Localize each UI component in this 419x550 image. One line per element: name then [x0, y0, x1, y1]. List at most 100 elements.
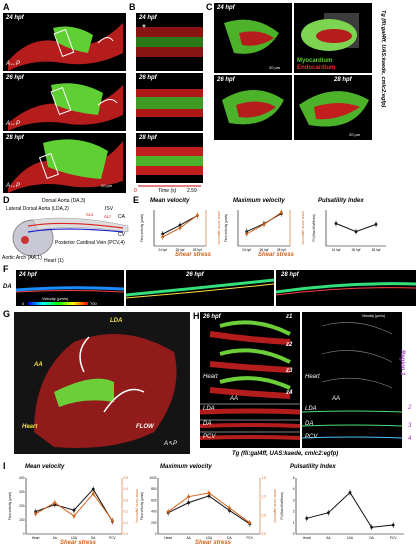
y2-tick-label: 0.5 [262, 513, 267, 517]
legend-endocardium: Endocardium [297, 65, 336, 71]
e-shear-label: Shear stress [175, 252, 212, 258]
series-line [167, 495, 251, 525]
scale-bar-label: 20 µm [349, 132, 361, 137]
y2-tick-label: 0.2 [124, 510, 129, 514]
kymograph-24hpf: 24 hpf * [136, 13, 203, 71]
stage-label: 24 hpf [6, 15, 24, 21]
y2-tick-label: 1.5 [262, 476, 267, 480]
e-mean-title: Mean velocity [150, 198, 190, 204]
y-axis-label: Flow velocity (µm/s) [224, 214, 228, 242]
h-region-2: 2 [408, 405, 412, 411]
stage-label: 26 hpf [6, 75, 24, 81]
heart-render [224, 19, 279, 54]
embryo-schematic [12, 217, 129, 257]
y-tick-label: 800 [151, 487, 157, 491]
chart-i-pi: Heart AA LDA DA PCV 0 1 2 3 4 5 PI (Max-Min/Mean) [280, 476, 404, 540]
axis-label: A↔P [6, 183, 21, 189]
stage-label: 28 hpf [6, 135, 24, 141]
velocity-min: 0 [22, 301, 25, 306]
y-tick-label: 2 [293, 510, 295, 514]
data-point [195, 214, 199, 217]
render-24hpf: 24 hpf 20 µm [214, 3, 292, 73]
y2-axis-label: Shear stress (dyne/cm²) [217, 211, 220, 245]
g-heart-label: Heart [22, 424, 38, 430]
data-point [53, 501, 57, 505]
x-tick-label: 24 hpf [158, 248, 167, 252]
panel-label-c: C [206, 2, 213, 12]
panel-label-a: A [3, 2, 10, 12]
series-line [306, 491, 394, 528]
y-tick-label: 0 [155, 532, 157, 536]
y-tick-label: 4 [293, 487, 295, 491]
render-28hpf: 28 hpf 20 µm [294, 75, 372, 140]
y-tick-label: 400 [151, 510, 157, 514]
y-tick-label: 200 [151, 521, 157, 525]
chart-i-mean: Heart AA LDA DA PCV 0 100 200 300 400 0.0 0.1 0.2 0.3… [8, 476, 138, 540]
x-tick-label: DA [227, 536, 232, 540]
stage-label: 24 hpf [217, 5, 235, 11]
data-point [111, 519, 114, 522]
h-z3: z3 [286, 368, 293, 374]
y-tick-label: 1 [293, 521, 295, 525]
panel-label-f: F [3, 264, 9, 274]
y-tick-label: 100 [19, 518, 25, 522]
f-28hpf: 28 hpf [276, 270, 416, 306]
data-point [72, 514, 76, 518]
g-axis-label: A↖P [164, 441, 178, 447]
x-tick-label: 28 hpf [193, 248, 202, 252]
h-z1: z1 [286, 314, 293, 320]
h-lda-2: LDA [305, 406, 317, 412]
kymograph-26hpf: 26 hpf [136, 73, 203, 131]
panel-label-e: E [133, 195, 140, 205]
data-point [248, 521, 252, 525]
i-max-title: Maximum velocity [160, 464, 212, 470]
data-point [279, 211, 283, 214]
stage-label: 26 hpf [217, 77, 235, 83]
data-point [228, 506, 231, 510]
data-point [187, 495, 190, 499]
panel-a-24hpf: 24 hpf A↔P [3, 13, 126, 71]
vasculature-render [34, 334, 177, 448]
heart-tube-image [8, 23, 123, 71]
heart-schematic [301, 13, 359, 51]
transgenic-label: Tg (fli:gal4ff, UAS:kaede, cmlc2:egfp) [380, 10, 386, 108]
kymograph-28hpf: 28 hpf [136, 133, 203, 183]
h-heart-2: Heart [305, 374, 320, 380]
y-tick-label: 0 [23, 532, 25, 536]
x-tick-label: 28 hpf [372, 248, 381, 252]
y-tick-label: 300 [19, 490, 25, 494]
y-tick-label: 1000 [149, 476, 156, 480]
chart-e-pi: 24 hpf 26 hpf 28 hpf PI (Max-Min/Mean) [312, 210, 386, 252]
data-point [305, 516, 309, 520]
y-axis-label: Flow velocity (µm/s) [140, 492, 144, 520]
data-point [245, 232, 249, 236]
g-3d-render: LDA AA Heart FLOW A↖P [14, 312, 190, 454]
y2-tick-label: 0.0 [262, 532, 267, 536]
time-start: 0 [134, 188, 137, 194]
velocity-colorbar-label: Velocity (µm/s) [42, 296, 69, 301]
y2-axis-label: Shear stress (dyne/cm²) [301, 211, 304, 245]
chart-e-max: 24 hpf 26 hpf 28 hpf Flow velocity (µm/s) Sh… [224, 209, 304, 252]
label-s13: S13 [86, 212, 94, 217]
x-tick-label: PCV [247, 536, 254, 540]
label-lda: Lateral Dorsal Aorta (LDA,2) [6, 206, 69, 212]
data-point [178, 226, 182, 230]
y-tick-label: 3 [293, 498, 295, 502]
data-point [91, 487, 95, 491]
x-tick-label: PCV [109, 536, 116, 540]
h-pcv-2: PCV [305, 434, 318, 440]
stage-label: 28 hpf [139, 135, 157, 141]
label-aa: Aortic Arch (AA,1) [2, 255, 42, 261]
y-tick-label: 200 [19, 504, 25, 508]
g-aa-label: AA [34, 362, 43, 368]
panel-a-28hpf: 28 hpf A↔P 20 µm [3, 133, 126, 193]
stage-label: 26 hpf [186, 272, 204, 278]
y-axis-label: PI (Max-Min/Mean) [312, 214, 316, 241]
h-region-3: 3 [408, 423, 412, 429]
x-tick-label: AA [53, 536, 58, 540]
label-heart: Heart (1) [44, 258, 64, 264]
x-tick-label: 26 hpf [352, 248, 361, 252]
stage-label: 26 hpf [139, 75, 157, 81]
label-s17: S17 [104, 214, 112, 219]
h-aa: AA [230, 396, 239, 402]
